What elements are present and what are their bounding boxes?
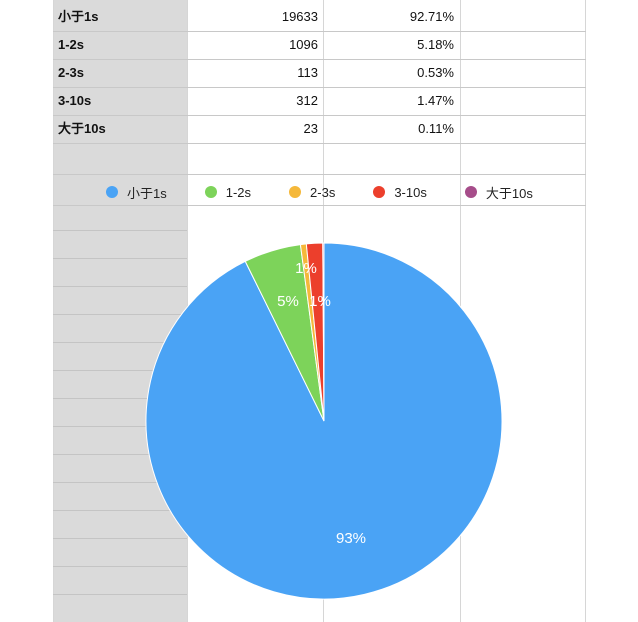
slice-data-label: 5% — [277, 293, 299, 310]
grid-line — [53, 115, 586, 116]
row-percent[interactable]: 0.53% — [417, 65, 454, 80]
grid-line — [53, 314, 187, 315]
grid-line — [53, 230, 187, 231]
legend-label: 3-10s — [394, 184, 427, 200]
grid-line — [53, 258, 187, 259]
grid-line — [53, 143, 586, 144]
grid-line — [53, 398, 187, 399]
row-count[interactable]: 1096 — [289, 37, 318, 52]
legend-item[interactable]: 3-10s — [373, 185, 427, 200]
row-count[interactable]: 19633 — [281, 9, 318, 24]
pie-slice[interactable] — [322, 242, 325, 422]
row-header-column — [53, 0, 187, 622]
row-percent[interactable]: 92.71% — [409, 9, 454, 24]
row-label[interactable]: 小于1s — [58, 9, 99, 24]
legend-item[interactable]: 大于10s — [464, 183, 533, 202]
grid-line — [53, 538, 187, 539]
grid-line — [53, 342, 187, 343]
slice-data-label: 1% — [309, 293, 331, 310]
row-label[interactable]: 1-2s — [58, 37, 85, 52]
grid-line — [53, 566, 187, 567]
legend-label: 1-2s — [225, 184, 252, 200]
row-count[interactable]: 23 — [303, 121, 318, 136]
grid-line — [53, 174, 586, 175]
grid-line — [53, 426, 187, 427]
grid-line — [53, 31, 586, 32]
row-label[interactable]: 2-3s — [58, 65, 85, 80]
grid-line — [53, 370, 187, 371]
row-count[interactable]: 312 — [296, 93, 318, 108]
legend-item[interactable]: 2-3s — [289, 185, 335, 200]
slice-data-label: 93% — [336, 530, 366, 547]
legend-label: 2-3s — [310, 184, 336, 200]
grid-line — [53, 510, 187, 511]
chart-legend: 小于1s 1-2s 2-3s 3-10s 大于10s — [106, 181, 571, 203]
legend-swatch-icon — [464, 186, 477, 198]
grid-line — [53, 205, 586, 206]
row-percent[interactable]: 0.11% — [418, 121, 454, 136]
grid-line — [53, 594, 187, 595]
row-percent[interactable]: 5.18% — [417, 37, 454, 52]
grid-line — [53, 286, 187, 287]
legend-swatch-icon — [289, 186, 302, 198]
legend-label: 小于1s — [127, 185, 167, 201]
legend-item[interactable]: 小于1s — [106, 183, 167, 202]
legend-swatch-icon — [373, 186, 386, 198]
row-label[interactable]: 大于10s — [58, 121, 106, 136]
slice-data-label: 1% — [295, 260, 317, 277]
grid-line — [53, 0, 54, 622]
row-label[interactable]: 3-10s — [58, 93, 92, 108]
legend-swatch-icon — [106, 186, 118, 198]
row-count[interactable]: 113 — [297, 65, 318, 80]
grid-line — [53, 59, 586, 60]
grid-line — [585, 0, 586, 622]
grid-line — [53, 454, 187, 455]
row-percent[interactable]: 1.47% — [417, 93, 454, 108]
legend-item[interactable]: 1-2s — [204, 184, 252, 200]
grid-line — [53, 87, 586, 88]
grid-line — [53, 482, 187, 483]
legend-swatch-icon — [204, 186, 217, 198]
legend-label: 大于10s — [485, 185, 533, 201]
